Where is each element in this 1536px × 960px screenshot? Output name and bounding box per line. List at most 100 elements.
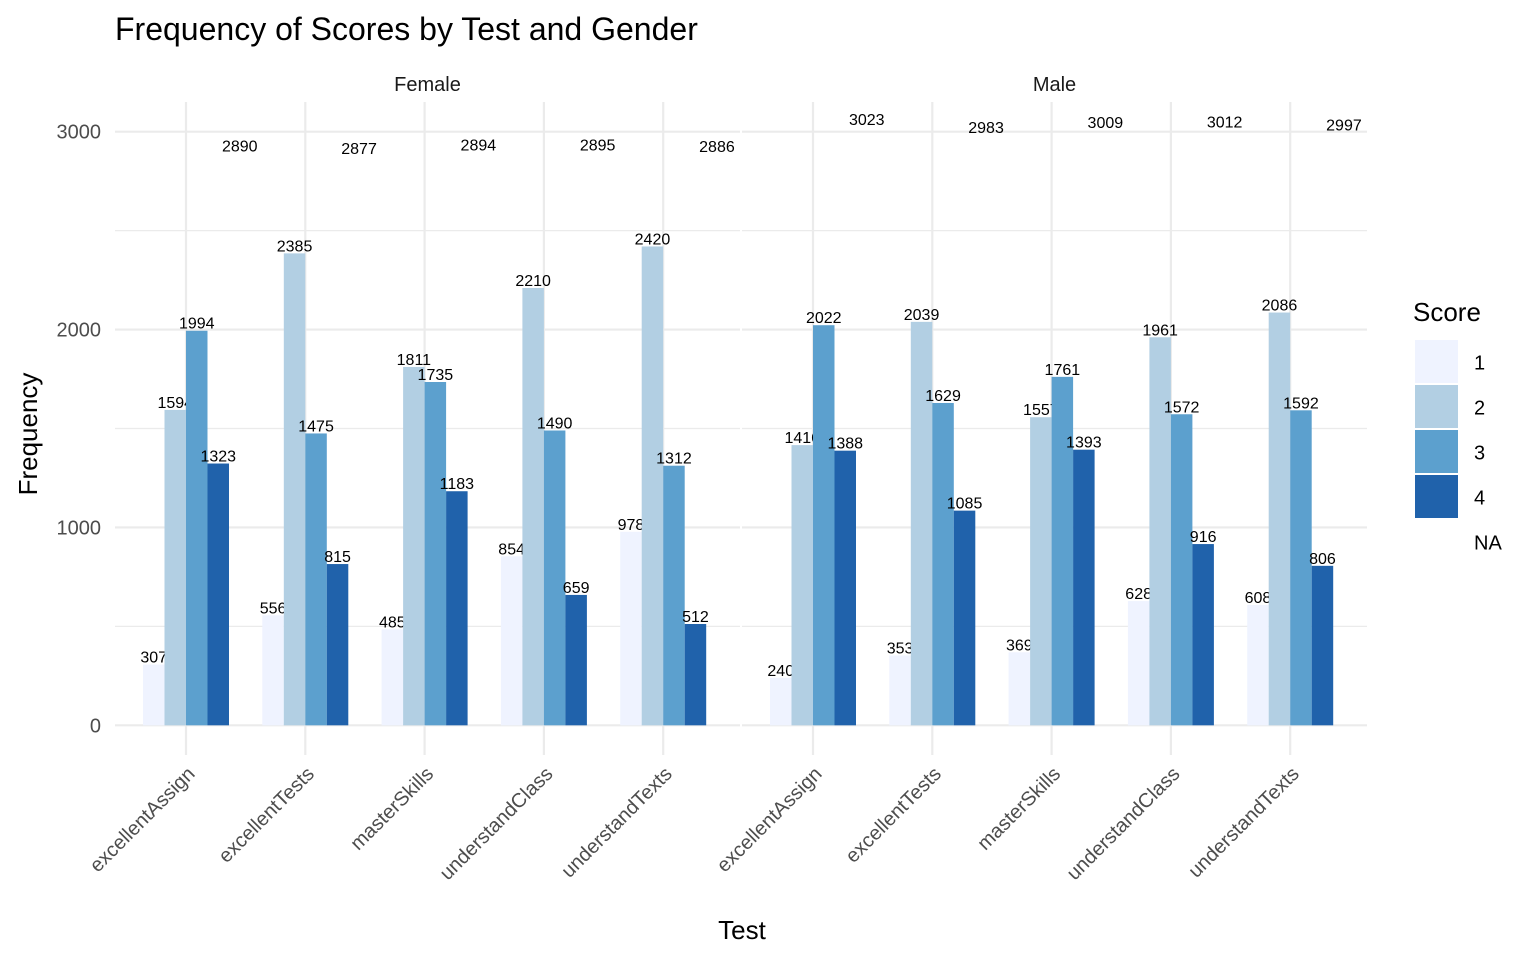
bar-label: 1592: [1283, 395, 1319, 412]
bar-male-understandTexts-score-4: [1311, 565, 1334, 726]
chart-title: Frequency of Scores by Test and Gender: [115, 11, 698, 47]
bar-female-understandTexts-score-1: [620, 531, 642, 726]
bar-label-na: 2983: [968, 120, 1004, 137]
bar-label: 1572: [1164, 399, 1200, 416]
bar-male-excellentTests-score-4: [953, 510, 976, 726]
bar-female-excellentAssign-score-2: [164, 409, 186, 726]
bar-label-na: 3012: [1207, 114, 1243, 131]
bar-label: 1388: [827, 436, 863, 453]
bar-label: 1961: [1142, 322, 1178, 339]
bar-female-excellentTests-score-1: [262, 615, 284, 726]
bar-female-masterSkills-score-1: [381, 629, 404, 726]
x-tick-label: understandTexts: [557, 763, 676, 882]
bar-label-na: 2890: [222, 138, 258, 155]
panel-male: Male 240 1416 2022 1388 3023 excellentAssign 35…: [713, 74, 1367, 885]
bar-male-masterSkills-score-3: [1051, 376, 1074, 726]
bar-label-na: 2997: [1326, 117, 1362, 134]
bar-label-na: 2886: [699, 139, 735, 156]
bar-label: 608: [1245, 590, 1272, 607]
bar-female-masterSkills-score-2: [403, 366, 425, 726]
bar-female-understandTexts-score-2: [641, 246, 664, 726]
bar-label-na: 3009: [1088, 115, 1124, 132]
legend-key-3: [1415, 430, 1458, 473]
bar-label: 1594: [157, 395, 193, 412]
bar-male-excellentTests-score-1: [889, 655, 911, 726]
bar-label: 916: [1190, 529, 1217, 546]
bar-male-masterSkills-score-1: [1008, 652, 1031, 726]
x-tick-label: masterSkills: [346, 763, 438, 855]
legend-key-4: [1415, 475, 1458, 518]
x-tick-label: excellentAssign: [713, 763, 827, 877]
bar-label: 1761: [1045, 362, 1081, 379]
x-tick-label: masterSkills: [973, 763, 1065, 855]
bar-label: 307: [140, 650, 167, 667]
bar-male-excellentAssign-score-1: [770, 677, 792, 726]
x-tick-label: understandClass: [1063, 763, 1185, 885]
legend-label-3: 3: [1474, 443, 1485, 465]
x-tick-label: excellentTests: [214, 763, 318, 867]
bar-label: 2022: [806, 310, 842, 327]
legend-key-1: [1415, 340, 1458, 383]
bar-male-understandClass-score-1: [1127, 601, 1150, 726]
bar-label-na: 2894: [461, 138, 497, 155]
y-tick-label: 2000: [57, 320, 102, 342]
panel-female: Female 0 1000 2000 3000 307 1594 1994 1323 2890 ex…: [57, 74, 740, 885]
bar-label: 240: [767, 663, 794, 680]
x-axis-title: Test: [718, 915, 766, 945]
bar-female-understandClass-score-3: [543, 430, 566, 726]
bar-male-understandTexts-score-3: [1290, 410, 1312, 726]
bar-label: 806: [1309, 551, 1336, 568]
y-tick-label: 1000: [57, 517, 102, 539]
bar-label: 1183: [440, 476, 475, 493]
bar-male-masterSkills-score-2: [1030, 417, 1052, 726]
bar-label: 485: [379, 614, 406, 631]
bar-label: 1393: [1066, 435, 1102, 452]
y-tick-label: 0: [90, 715, 101, 737]
bar-female-excellentTests-score-4: [326, 564, 349, 726]
bar-label: 854: [498, 541, 525, 558]
legend-label-1: 1: [1474, 353, 1485, 375]
bar-female-excellentAssign-score-1: [143, 664, 165, 726]
bar-female-understandTexts-score-3: [663, 465, 685, 726]
panels: Female 0 1000 2000 3000 307 1594 1994 1323 2890 ex…: [57, 74, 1367, 885]
bar-male-understandTexts-score-2: [1268, 312, 1291, 726]
bar-male-understandClass-score-3: [1170, 414, 1193, 726]
bar-female-excellentAssign-score-4: [207, 463, 229, 726]
bar-female-excellentTests-score-3: [305, 433, 327, 726]
bar-male-masterSkills-score-4: [1073, 449, 1095, 726]
bar-label: 2210: [515, 273, 551, 290]
legend: Score 1 2 3 4 NA: [1413, 297, 1502, 555]
x-tick-label: understandTexts: [1184, 763, 1303, 882]
bar-label: 1629: [925, 388, 961, 405]
bar-male-excellentTests-score-3: [932, 402, 954, 726]
bar-label: 2086: [1262, 298, 1298, 315]
x-tick-label: understandClass: [436, 763, 558, 885]
bar-label: 978: [618, 517, 645, 534]
bar-male-excellentAssign-score-3: [813, 325, 835, 726]
bar-label: 1085: [947, 496, 983, 513]
bar-label: 1557: [1023, 402, 1059, 419]
bar-male-excellentAssign-score-2: [791, 445, 813, 726]
legend-label-na: NA: [1474, 533, 1502, 555]
bar-female-understandClass-score-1: [500, 556, 523, 726]
bar-label-na: 2877: [341, 141, 377, 158]
x-tick-label: excellentTests: [841, 763, 945, 867]
legend-label-4: 4: [1474, 488, 1485, 510]
bar-label: 1811: [397, 352, 432, 369]
facet-label-female: Female: [394, 74, 461, 96]
bar-label: 2420: [635, 231, 671, 248]
bar-female-understandClass-score-4: [565, 594, 587, 726]
bar-label: 1323: [200, 449, 236, 466]
bar-label: 369: [1006, 637, 1033, 654]
bar-label-na: 2895: [580, 137, 616, 154]
legend-label-2: 2: [1474, 398, 1485, 420]
bar-label: 1312: [656, 451, 692, 468]
bar-female-understandTexts-score-4: [684, 624, 707, 726]
bar-label: 1416: [784, 430, 820, 447]
legend-title: Score: [1413, 297, 1481, 327]
bar-label: 512: [682, 609, 709, 626]
y-tick-label: 3000: [57, 122, 102, 144]
bar-label-na: 3023: [849, 112, 885, 129]
bar-label: 2039: [904, 307, 940, 324]
